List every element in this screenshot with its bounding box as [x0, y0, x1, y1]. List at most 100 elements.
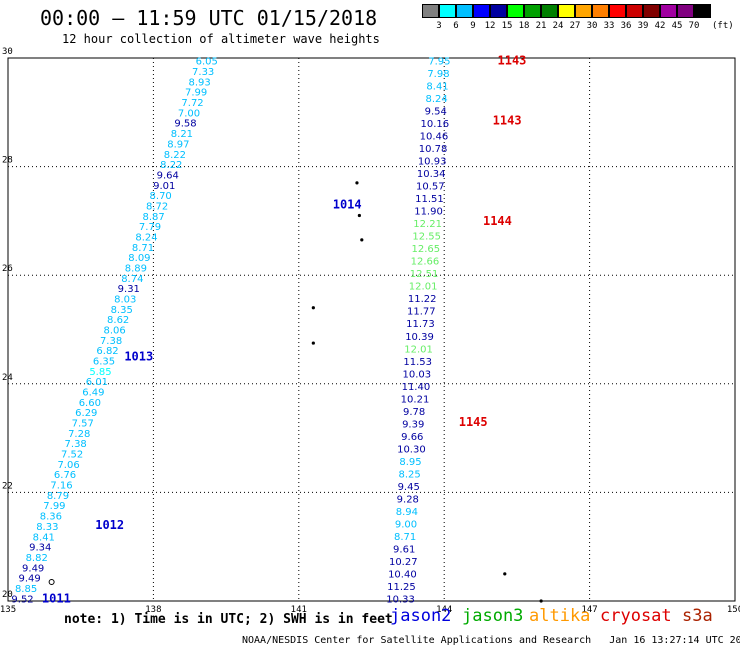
swh-value: 8.25 — [398, 469, 420, 480]
legend-swatch: 30 — [587, 4, 609, 31]
legend-swatch: 12 — [485, 4, 507, 31]
swh-value: 9.49 — [22, 563, 44, 574]
swh-value: 8.71 — [132, 243, 154, 254]
swh-value: 10.21 — [401, 394, 430, 405]
swh-value: 8.74 — [121, 274, 143, 285]
swh-value: 7.38 — [100, 336, 122, 347]
swh-value: 11.25 — [387, 582, 416, 593]
swh-value: 6.49 — [82, 388, 104, 399]
legend-swatch: 15 — [502, 4, 524, 31]
swh-value: 7.38 — [65, 439, 87, 450]
swh-value: 11.90 — [414, 207, 443, 218]
swh-value: 12.51 — [410, 269, 439, 280]
legend-swatch: 70 — [689, 4, 711, 31]
swh-value: 9.49 — [18, 574, 40, 585]
swh-value: 8.21 — [171, 129, 193, 140]
swh-value: 8.03 — [114, 294, 136, 305]
swh-value: 7.16 — [50, 481, 72, 492]
chart-title: 00:00 – 11:59 UTC 01/15/2018 — [40, 6, 378, 30]
swh-value: 7.72 — [181, 98, 203, 109]
satellite-altika: altika — [529, 606, 591, 626]
map-frame — [7, 57, 736, 602]
legend-swatch: 24 — [553, 4, 575, 31]
swh-value: 10.34 — [417, 169, 446, 180]
swh-value: 6.01 — [86, 377, 108, 388]
swh-value: 8.94 — [396, 507, 418, 518]
swh-value: 8.33 — [36, 522, 58, 533]
swh-value: 11.40 — [402, 382, 431, 393]
swh-value: 9.66 — [401, 432, 423, 443]
swh-value: 8.85 — [15, 584, 37, 595]
swh-value: 8.41 — [426, 82, 448, 93]
swh-value: 9.54 — [425, 107, 447, 118]
legend-label: 27 — [569, 21, 581, 31]
pass-number-label: 1014 — [333, 198, 362, 212]
lon-tick-label: 138 — [145, 605, 161, 615]
swh-value: 10.30 — [397, 444, 426, 455]
legend-label: 9 — [470, 21, 476, 31]
swh-value: 9.28 — [397, 494, 419, 505]
swh-value: 8.93 — [188, 77, 210, 88]
island-marker — [503, 572, 507, 576]
swh-value: 9.52 — [11, 594, 33, 605]
swh-value: 8.72 — [146, 201, 168, 212]
legend-swatch: 39 — [638, 4, 660, 31]
swh-value: 7.57 — [72, 419, 94, 430]
swh-value: 8.06 — [103, 326, 125, 337]
swh-value: 7.28 — [68, 429, 90, 440]
swh-value: 8.95 — [399, 457, 421, 468]
lon-tick-label: 147 — [581, 605, 597, 615]
swh-value: 10.39 — [405, 332, 434, 343]
island-marker — [355, 181, 359, 185]
legend-swatch: 45 — [672, 4, 694, 31]
legend-label: 3 — [436, 21, 442, 31]
swh-value: 9.34 — [29, 543, 51, 554]
swh-value: 8.82 — [26, 553, 48, 564]
legend-unit: (ft) — [712, 21, 734, 31]
swh-value: 9.01 — [153, 181, 175, 192]
swh-value: 8.24 — [426, 94, 448, 105]
swh-value: 7.52 — [61, 450, 83, 461]
legend-label: 30 — [586, 21, 598, 31]
swh-value: 6.35 — [93, 357, 115, 368]
legend-label: 42 — [654, 21, 666, 31]
swh-value: 9.31 — [118, 284, 140, 295]
swh-value: 8.87 — [142, 212, 164, 223]
legend-swatch: 42 — [655, 4, 677, 31]
swh-value: 12.66 — [411, 257, 440, 268]
swh-value: 12.21 — [413, 219, 442, 230]
chart-subtitle: 12 hour collection of altimeter wave hei… — [62, 32, 380, 46]
swh-value: 8.41 — [33, 532, 55, 543]
color-legend: 3 6 9 12 15 18 21 24 27 30 33 36 39 42 45 70 — [421, 4, 711, 31]
swh-value: 8.35 — [111, 305, 133, 316]
lon-tick-label: 141 — [291, 605, 307, 615]
legend-label: 18 — [518, 21, 530, 31]
swh-value: 10.16 — [421, 119, 450, 130]
swh-value: 9.00 — [395, 519, 417, 530]
swh-value: 7.98 — [427, 69, 449, 80]
swh-value: 6.76 — [54, 470, 76, 481]
lat-tick-label: 20 — [2, 590, 13, 600]
ring-marker — [48, 578, 55, 585]
swh-value: 12.01 — [409, 282, 438, 293]
pass-number-label: 1144 — [483, 214, 512, 228]
swh-value: 8.24 — [135, 232, 157, 243]
swh-value: 7.99 — [43, 501, 65, 512]
swh-value: 8.79 — [47, 491, 69, 502]
swh-value: 8.97 — [167, 139, 189, 150]
legend-swatch: 6 — [453, 4, 473, 31]
swh-value: 10.03 — [402, 369, 431, 380]
island-marker — [360, 238, 364, 242]
swh-value: 11.51 — [415, 194, 444, 205]
legend-swatch: 3 — [436, 4, 456, 31]
swh-value: 12.55 — [412, 232, 441, 243]
pass-number-label: 1143 — [498, 54, 527, 68]
lat-tick-label: 28 — [2, 156, 13, 166]
legend-label: 33 — [603, 21, 615, 31]
legend-swatch: 9 — [470, 4, 490, 31]
pass-number-label: 1143 — [493, 113, 522, 127]
swh-value: 6.29 — [75, 408, 97, 419]
pass-number-label: 1012 — [95, 518, 124, 532]
swh-value: 12.65 — [412, 244, 441, 255]
